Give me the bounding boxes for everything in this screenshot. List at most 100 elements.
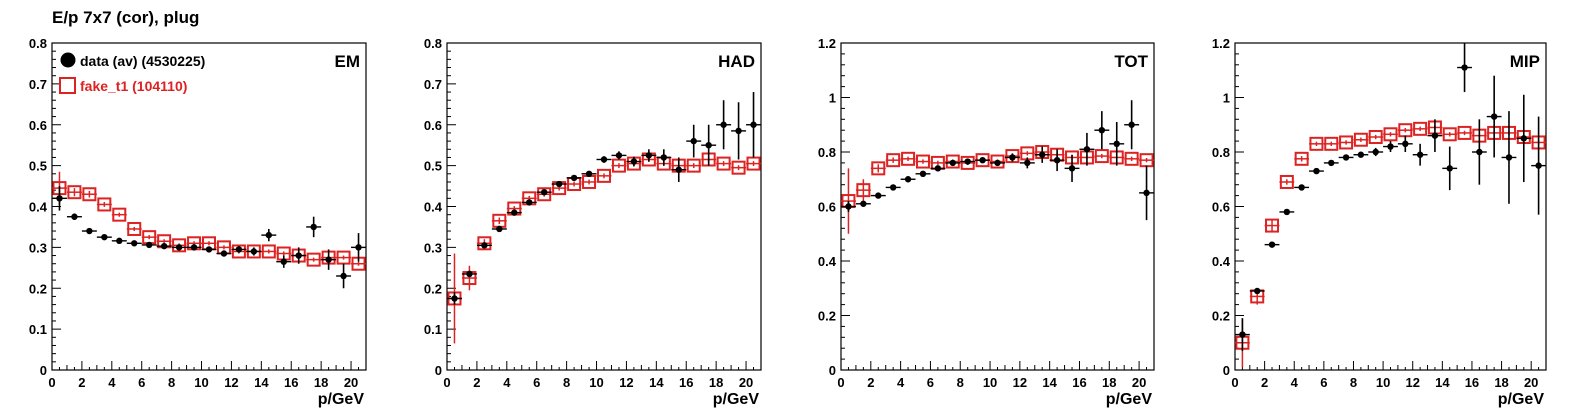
data-point	[265, 231, 273, 239]
y-tick-label: 0.2	[424, 281, 442, 296]
fake-point	[231, 244, 246, 259]
x-tick-label: 18	[709, 375, 723, 390]
data-point	[1113, 140, 1120, 148]
x-tick-label: 2	[1261, 375, 1268, 390]
fake-point	[915, 154, 930, 169]
fake-point	[1279, 174, 1294, 189]
data-point	[1024, 159, 1031, 167]
data-point	[280, 258, 287, 265]
x-tick-label: 0	[48, 375, 55, 390]
x-tick-label: 8	[563, 375, 570, 390]
data-point	[735, 127, 742, 135]
fake-point	[1265, 218, 1280, 233]
y-tick-label: 0.2	[29, 281, 47, 296]
data-point	[145, 241, 153, 249]
fake-point	[746, 156, 761, 171]
chart-panel-mip: 0 2 4 6 8 10 12 14 16 18 20 0 0.2 0.4 0.6 0.8 1 1.2 p/GeV M…	[1212, 36, 1547, 408]
fake-point	[1457, 125, 1472, 140]
data-point	[116, 237, 123, 245]
data-point	[979, 156, 986, 164]
data-point	[496, 225, 503, 233]
plot-area	[1235, 43, 1546, 368]
fake-point	[306, 252, 321, 267]
data-point	[1143, 189, 1150, 197]
data-point	[1476, 148, 1483, 156]
x-tick-label: 4	[897, 375, 905, 390]
fake-point	[67, 185, 82, 200]
data-point	[1009, 154, 1016, 161]
x-tick-label: 16	[1465, 375, 1479, 390]
legend: data (av) (4530225) fake_t1 (104110)	[59, 52, 205, 94]
data-point	[1505, 154, 1513, 161]
fake-point	[1339, 135, 1354, 150]
x-tick-label: 10	[589, 375, 603, 390]
data-point	[1490, 113, 1498, 120]
y-tick-label: 0.7	[29, 77, 47, 92]
chart-panel-had: 0 2 4 6 8 10 12 14 16 18 20 0 0.1 0.2 0.3 0.4 0.5 0.6 0.7 0…	[424, 36, 762, 408]
data-point	[466, 270, 473, 278]
data-point	[660, 154, 668, 161]
data-point	[720, 121, 727, 128]
data-point	[1313, 167, 1320, 175]
data-point	[675, 166, 682, 173]
fake-point	[172, 238, 187, 253]
data-point	[340, 272, 347, 280]
data-point	[1535, 162, 1542, 169]
fake-point	[82, 187, 97, 202]
data-point	[845, 203, 852, 210]
fake-point	[1294, 151, 1309, 166]
data-point	[205, 246, 213, 253]
x-tick-label: 10	[983, 375, 997, 390]
plot-frame	[840, 42, 1155, 371]
data-point	[250, 248, 258, 255]
fake-point	[1309, 136, 1324, 151]
x-tick-label: 6	[138, 375, 145, 390]
x-tick-label: 4	[1291, 375, 1299, 390]
plot-area	[447, 92, 761, 344]
data-point	[994, 159, 1001, 167]
data-point	[889, 184, 897, 191]
y-tick-label: 0.8	[818, 145, 836, 160]
data-point	[1357, 151, 1365, 158]
y-tick-label: 0.3	[29, 240, 47, 255]
x-tick-label: 10	[1376, 375, 1390, 390]
data-point	[1239, 331, 1246, 338]
data-point	[904, 176, 912, 183]
data-point	[555, 180, 563, 188]
data-point	[355, 244, 362, 251]
fake-point	[127, 221, 142, 236]
x-tick-label: 0	[1231, 375, 1238, 390]
legend-fake-marker	[59, 77, 76, 94]
data-point	[131, 240, 138, 247]
data-point	[1298, 184, 1305, 191]
x-tick-label: 12	[619, 375, 633, 390]
panel-label: MIP	[1510, 52, 1540, 71]
data-point	[1098, 127, 1106, 134]
data-point	[1053, 156, 1061, 164]
fake-point	[336, 250, 351, 265]
data-point	[1039, 151, 1046, 158]
x-tick-label: 2	[473, 375, 480, 390]
fake-point	[990, 154, 1005, 169]
x-tick-label: 16	[679, 375, 693, 390]
fake-point	[477, 236, 492, 251]
x-tick-label: 16	[1072, 375, 1086, 390]
x-tick-label: 6	[533, 375, 540, 390]
data-point	[1268, 241, 1276, 248]
data-point	[1520, 135, 1527, 142]
y-tick-label: 0.7	[424, 77, 442, 92]
data-point	[526, 199, 533, 206]
x-tick-label: 20	[1524, 375, 1538, 390]
fake-point	[112, 207, 127, 222]
y-tick-label: 0	[40, 363, 47, 378]
data-point	[325, 256, 332, 263]
fake-point	[1442, 127, 1457, 142]
data-point	[1342, 154, 1350, 161]
fake-point	[611, 158, 626, 173]
data-point	[1128, 121, 1135, 128]
y-tick-label: 0.6	[1212, 200, 1230, 215]
plot-area	[841, 100, 1154, 234]
data-point	[570, 174, 578, 182]
fake-point	[856, 183, 871, 198]
